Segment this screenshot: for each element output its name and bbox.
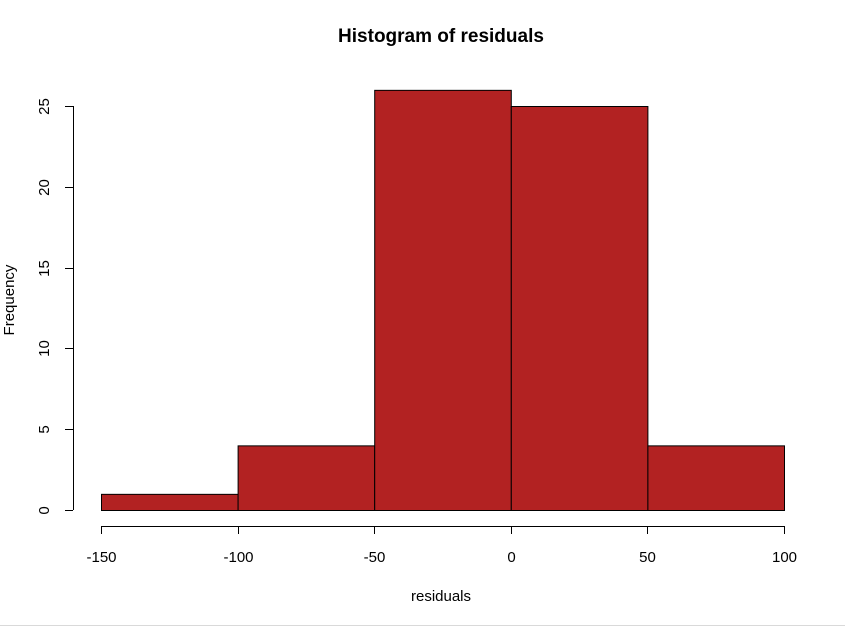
y-tick-label-2: 10 <box>36 340 53 357</box>
x-tick-label-2: -50 <box>364 549 386 566</box>
histogram-bar-2 <box>374 89 512 511</box>
bars-group <box>101 89 786 511</box>
y-tick-label-5: 25 <box>36 98 53 115</box>
x-tick-label-4: 50 <box>639 549 656 566</box>
x-tick-label-1: -100 <box>223 549 253 566</box>
histogram-bar-1 <box>237 445 376 511</box>
x-axis: -150 -100 -50 0 50 100 <box>86 526 797 566</box>
histogram-bar-0 <box>101 493 239 511</box>
y-tick-label-4: 20 <box>36 179 53 196</box>
x-axis-label: residuals <box>411 588 471 605</box>
x-tick-label-3: 0 <box>507 549 515 566</box>
x-tick-label-5: 100 <box>772 549 797 566</box>
x-tick-label-0: -150 <box>86 549 116 566</box>
y-tick-label-1: 5 <box>36 425 53 433</box>
histogram-bar-4 <box>647 445 786 511</box>
chart-title: Histogram of residuals <box>338 26 544 47</box>
y-axis-label: Frequency <box>1 264 18 335</box>
histogram-bar-3 <box>510 106 649 511</box>
y-axis: 0 5 10 15 20 25 <box>36 98 74 515</box>
y-tick-label-3: 15 <box>36 260 53 277</box>
y-tick-label-0: 0 <box>36 506 53 514</box>
